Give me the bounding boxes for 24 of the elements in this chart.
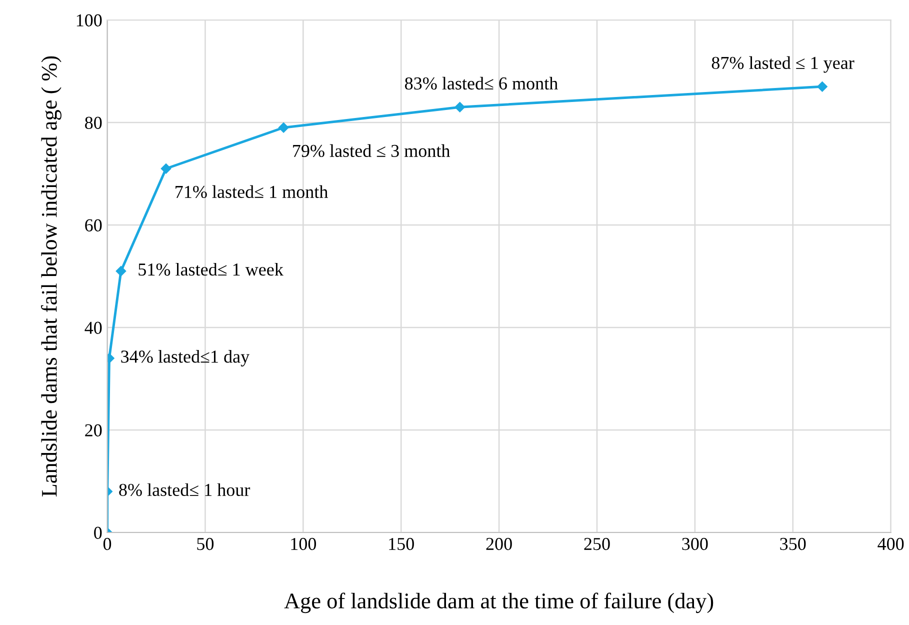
y-tick-label: 80: [85, 116, 102, 129]
x-axis-title: Age of landslide dam at the time of failure (day): [284, 592, 714, 614]
x-tick-label: 350: [780, 538, 806, 550]
x-tick-label: 400: [878, 538, 904, 550]
y-tick-label: 100: [76, 14, 102, 26]
annotation: 8% lasted≤ 1 hour: [119, 483, 250, 496]
y-tick-label: 0: [94, 526, 102, 539]
x-tick-label: 50: [197, 538, 214, 550]
annotation: 34% lasted≤1 day: [121, 350, 250, 366]
annotation: 87% lasted ≤ 1 year: [712, 56, 854, 73]
y-tick-label: 20: [85, 424, 102, 436]
y-axis-title: Landslide dams that fail below indicated age ( %): [40, 56, 62, 497]
x-tick-label: 100: [291, 538, 316, 550]
annotation: 83% lasted≤ 6 month: [404, 76, 558, 90]
x-tick-label: 0: [103, 538, 112, 550]
annotation: 71% lasted≤ 1 month: [176, 185, 328, 198]
x-tick-label: 300: [682, 538, 708, 550]
y-tick-label: 40: [84, 322, 102, 334]
y-tick-label: 60: [85, 219, 102, 232]
x-tick-label: 200: [486, 538, 512, 550]
annotation: 79% lasted ≤ 3 month: [293, 144, 450, 158]
x-tick-label: 250: [584, 538, 610, 550]
x-tick-label: 150: [389, 538, 414, 550]
annotation: 51% lasted≤ 1 week: [138, 262, 284, 276]
